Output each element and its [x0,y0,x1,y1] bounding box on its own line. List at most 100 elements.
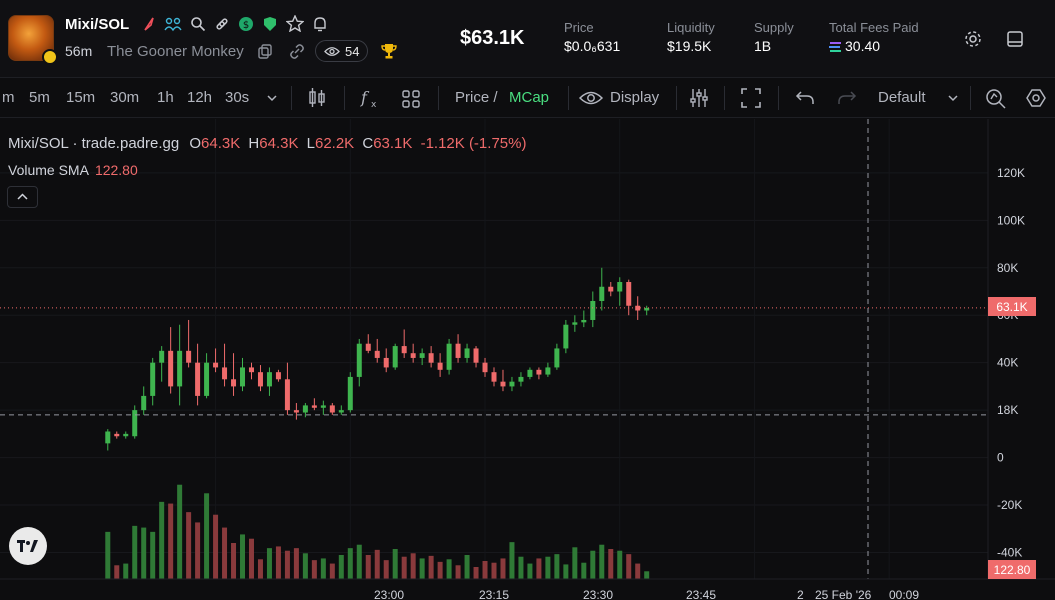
candle-body [527,369,533,377]
volume-bar [419,558,425,579]
toolbar-divider [344,86,345,110]
candle-body [275,372,281,380]
stat-label: Total Fees Paid [829,20,919,35]
candle-body [617,282,623,292]
volume-bar [590,550,596,579]
star-icon[interactable] [286,15,304,32]
fullscreen-icon[interactable] [740,87,762,109]
candle-body [257,372,263,387]
candle-body [590,300,596,320]
volume-bar [284,550,290,579]
volume-bar [257,559,263,579]
candle-body [392,346,398,368]
candle-body [626,282,632,306]
token-age: 56m [65,43,93,59]
volume-bar [240,534,246,579]
layout-selector[interactable]: Default [878,89,926,106]
timeframe-12h[interactable]: 12h [187,89,213,106]
candle-body [159,350,165,363]
chevron-up-icon [17,193,28,200]
candle-body [482,362,488,373]
open-value: 64.3K [201,135,241,152]
volume-bar [150,531,156,579]
flame-icon[interactable] [142,16,156,32]
search-icon[interactable] [190,16,206,32]
candle-body [302,405,308,413]
timeframe-30m[interactable]: 30m [110,89,140,106]
candle-body [213,362,219,368]
volume-bar [446,559,452,579]
tradingview-logo[interactable] [9,527,47,565]
candle-body [455,343,461,358]
candle-body [581,319,587,323]
volume-bar [186,512,192,579]
volume-bar [563,564,569,579]
candles-icon[interactable] [307,87,327,109]
chevron-down-icon[interactable] [947,93,959,103]
volume-bar [464,555,470,579]
candle-body [554,348,560,368]
candle-body [132,410,138,437]
volume-bar [473,567,479,579]
candle-body [608,286,614,292]
candle-body [293,410,299,413]
settings-sliders-icon[interactable] [688,87,710,109]
token-avatar[interactable] [8,15,58,65]
price-chart[interactable]: 120K100K80K60K40K18K0-20K-40K [0,119,1055,600]
timeframe-30s[interactable]: 30s [225,89,250,106]
alert-icon[interactable] [312,16,328,32]
volume-bar [248,538,254,579]
volume-bar [302,553,308,579]
copy-icon[interactable] [258,44,272,59]
volume-bar [347,548,353,579]
refresh-icon[interactable]: $ [238,16,254,32]
volume-bar [338,555,344,579]
lock-icon[interactable] [262,16,278,32]
x-extra-label: 2 [797,588,804,600]
volume-bar [527,563,533,579]
y-tick-label: 80K [997,261,1018,275]
mcap-toggle[interactable]: MCap [509,89,550,106]
eye-icon[interactable] [579,90,603,106]
price-toggle[interactable]: Price / [455,89,498,106]
close-key: C [362,135,374,152]
panel-toggle-icon[interactable] [1006,30,1024,48]
toolbar-divider [970,86,971,110]
volume-tag: 122.80 [988,560,1036,579]
candle-body [105,431,111,444]
last-price-tag: 63.1K [988,297,1036,316]
x-tick-label: 23:15 [479,588,510,600]
volume-bar [177,484,183,579]
undo-icon[interactable] [795,90,815,106]
chart-area[interactable]: 120K100K80K60K40K18K0-20K-40K Mixi/SOL ·… [0,119,1055,600]
timeframe-1m[interactable]: m [2,89,15,106]
token-icon-row: $ [142,15,328,32]
display-menu[interactable]: Display [610,89,660,106]
trophy-icon[interactable] [380,42,398,60]
candle-body [266,372,272,387]
low-key: L [306,135,315,152]
link-icon[interactable] [289,44,305,59]
timeframe-5m[interactable]: 5m [29,89,50,106]
link-icon[interactable] [214,16,230,32]
chevron-down-icon[interactable] [266,93,278,103]
volume-bar [275,546,281,579]
edit-badge-icon[interactable] [42,49,58,65]
creator-name[interactable]: The Gooner Monkey [107,43,244,60]
camera-icon[interactable] [1026,87,1055,109]
timeframe-1h[interactable]: 1h [157,89,174,106]
quick-search-icon[interactable] [984,87,1008,109]
redo-icon[interactable] [837,90,857,106]
timeframe-15m[interactable]: 15m [66,89,96,106]
settings-icon[interactable] [964,30,982,48]
collapse-legend-button[interactable] [7,186,38,208]
views-count: 54 [345,43,360,59]
holders-icon[interactable] [164,16,182,32]
candle-body [168,350,174,387]
candle-body [186,350,192,363]
token-name: Mixi/SOL [65,16,130,33]
volume-bar [114,565,120,579]
layouts-icon[interactable] [401,89,421,109]
volume-bar [329,563,335,579]
